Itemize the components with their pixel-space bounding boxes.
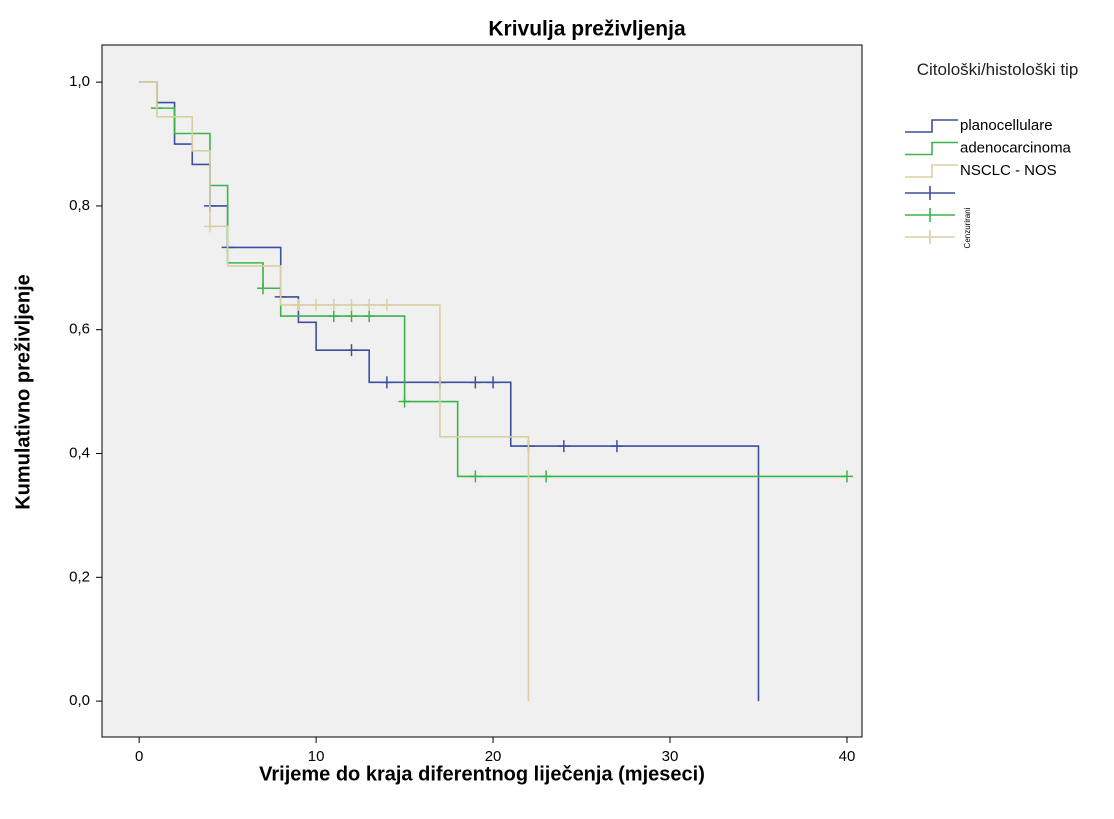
censor-mark: [310, 298, 323, 311]
y-tick-label: 1,0: [69, 73, 90, 90]
x-axis-label: Vrijeme do kraja diferentnog liječenja (…: [259, 763, 705, 785]
censor-mark: [380, 376, 393, 389]
legend-label: planocellulare: [960, 117, 1053, 134]
censor-mark: [840, 470, 853, 483]
x-tick-label: 10: [308, 748, 325, 765]
censor-mark: [557, 440, 570, 453]
censor-mark: [203, 220, 216, 233]
legend-line-symbol: [905, 141, 958, 156]
censor-mark: [345, 344, 358, 357]
legend-line-symbol: [905, 164, 958, 178]
censor-mark: [398, 395, 411, 408]
legend-censor-symbol: [905, 208, 955, 222]
censor-mark: [380, 298, 393, 311]
chart-title: Krivulja preživljenja: [488, 18, 686, 41]
survival-line: [139, 81, 530, 702]
x-tick-label: 40: [839, 748, 856, 765]
legend-line-symbol: [905, 119, 958, 133]
legend-label: NSCLC - NOS: [960, 162, 1057, 179]
legend-title: Citološki/histološki tip: [916, 60, 1079, 79]
x-tick-label: 20: [485, 748, 502, 765]
x-tick-label: 30: [662, 748, 679, 765]
censor-mark: [469, 376, 482, 389]
y-tick-label: 0,6: [69, 321, 90, 338]
censor-mark: [292, 298, 305, 311]
x-tick-label: 0: [135, 748, 143, 765]
y-tick-label: 0,8: [69, 197, 90, 214]
censor-mark: [363, 298, 376, 311]
survival-line: [139, 81, 847, 478]
y-tick-label: 0,0: [69, 692, 90, 709]
legend-label: adenocarcinoma: [960, 139, 1072, 156]
censor-mark: [469, 470, 482, 483]
censor-mark: [345, 310, 358, 323]
censor-mark: [257, 282, 270, 295]
legend-censor-symbol: [905, 186, 955, 200]
censor-mark: [327, 298, 340, 311]
censor-mark: [327, 310, 340, 323]
censor-mark: [610, 440, 623, 453]
y-tick-label: 0,2: [69, 568, 90, 585]
censor-mark: [345, 298, 358, 311]
censor-mark: [487, 376, 500, 389]
legend-censored-label: Cenzurirani: [963, 207, 972, 248]
censor-mark: [363, 310, 376, 323]
censor-mark: [540, 470, 553, 483]
y-axis-label: Kumulativno preživljenje: [12, 274, 34, 510]
plot-area: [101, 44, 863, 738]
legend-censor-symbol: [905, 230, 955, 244]
y-tick-label: 0,4: [69, 444, 90, 461]
